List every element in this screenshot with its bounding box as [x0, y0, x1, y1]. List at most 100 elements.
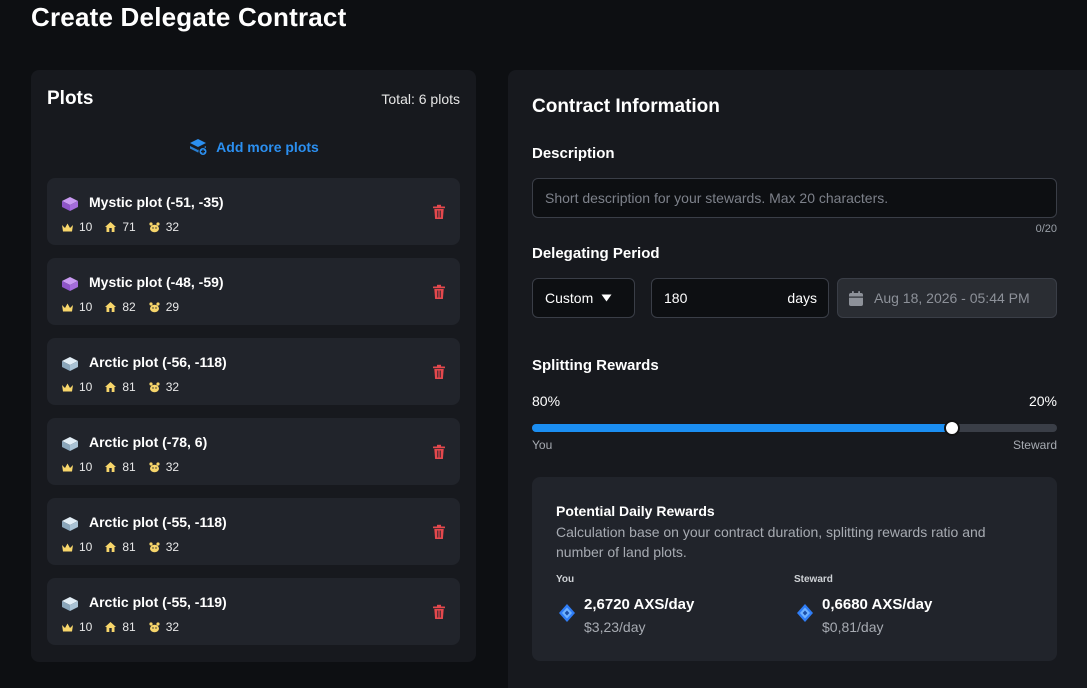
- house-icon: [105, 382, 117, 392]
- house-icon: [105, 622, 117, 632]
- plot-stat-level: 10: [79, 300, 93, 314]
- paw-icon: [149, 382, 160, 393]
- trash-icon[interactable]: [432, 204, 446, 220]
- mystic-plot-icon: [62, 197, 78, 211]
- end-date-field: Aug 18, 2026 - 05:44 PM: [837, 278, 1057, 318]
- crown-icon: [62, 623, 73, 631]
- plot-stats: 10 81 32: [61, 380, 191, 394]
- plots-title: Plots: [47, 88, 94, 109]
- house-icon: [105, 222, 117, 232]
- trash-icon[interactable]: [432, 364, 446, 380]
- plot-stat-level: 10: [79, 220, 93, 234]
- arctic-plot-icon: [62, 517, 78, 531]
- end-date-value: Aug 18, 2026 - 05:44 PM: [874, 290, 1030, 306]
- period-mode-value: Custom: [545, 290, 594, 306]
- plots-total: Total: 6 plots: [381, 91, 460, 107]
- plot-stats: 10 82 29: [61, 300, 191, 314]
- arctic-plot-icon: [62, 357, 78, 371]
- plot-stats: 10 71 32: [61, 220, 191, 234]
- splitting-rewards-label: Splitting Rewards: [532, 357, 659, 374]
- plot-name: Mystic plot (-51, -35): [89, 194, 224, 210]
- period-mode-select[interactable]: Custom: [532, 278, 635, 318]
- plot-stats: 10 81 32: [61, 620, 191, 634]
- plot-card[interactable]: Mystic plot (-48, -59) 10 82 29: [47, 258, 460, 325]
- plot-name: Arctic plot (-55, -119): [89, 594, 227, 610]
- plot-card[interactable]: Arctic plot (-55, -118) 10 81 32: [47, 498, 460, 565]
- potential-rewards-box: Potential Daily Rewards Calculation base…: [532, 477, 1057, 661]
- trash-icon[interactable]: [432, 444, 446, 460]
- plots-header: Plots Total: 6 plots: [47, 88, 460, 112]
- caret-down-icon: [601, 294, 612, 302]
- plot-stat-level: 10: [79, 380, 93, 394]
- plot-stat-creature: 32: [165, 540, 180, 554]
- mystic-plot-icon: [62, 277, 78, 291]
- crown-icon: [62, 543, 73, 551]
- plot-stat-house: 81: [122, 620, 136, 634]
- slider-you-label: You: [532, 438, 553, 452]
- plot-stat-creature: 32: [165, 460, 180, 474]
- plot-stat-creature: 32: [165, 220, 180, 234]
- plot-stats: 10 81 32: [61, 460, 191, 474]
- page-title: Create Delegate Contract: [31, 2, 347, 32]
- plot-name: Arctic plot (-78, 6): [89, 434, 208, 450]
- you-rewards-usd: $3,23/day: [584, 619, 646, 635]
- plot-stat-creature: 32: [165, 620, 180, 634]
- paw-icon: [149, 542, 160, 553]
- plot-stat-level: 10: [79, 460, 93, 474]
- plot-name: Mystic plot (-48, -59): [89, 274, 224, 290]
- plot-stat-house: 81: [122, 460, 136, 474]
- plot-card[interactable]: Arctic plot (-78, 6) 10 81 32: [47, 418, 460, 485]
- you-rewards-label: You: [556, 574, 575, 585]
- add-more-plots-label: Add more plots: [216, 139, 319, 155]
- plot-card[interactable]: Mystic plot (-51, -35) 10 71 32: [47, 178, 460, 245]
- plot-name: Arctic plot (-55, -118): [89, 514, 227, 530]
- rewards-description: Calculation base on your contract durati…: [556, 524, 986, 560]
- days-field[interactable]: days: [651, 278, 829, 318]
- days-input[interactable]: [652, 279, 782, 317]
- description-char-count: 0/20: [1035, 223, 1057, 235]
- split-slider-fill: [532, 424, 952, 432]
- house-icon: [105, 542, 117, 552]
- contract-title: Contract Information: [532, 96, 720, 117]
- trash-icon[interactable]: [432, 524, 446, 540]
- plot-stat-creature: 32: [165, 380, 180, 394]
- paw-icon: [149, 222, 160, 233]
- plot-name: Arctic plot (-56, -118): [89, 354, 227, 370]
- house-icon: [105, 462, 117, 472]
- description-input[interactable]: [532, 178, 1057, 218]
- plot-card[interactable]: Arctic plot (-56, -118) 10 81 32: [47, 338, 460, 405]
- you-percent: 80%: [532, 393, 561, 409]
- paw-icon: [149, 622, 160, 633]
- arctic-plot-icon: [62, 597, 78, 611]
- split-slider-track[interactable]: [532, 420, 1057, 436]
- split-slider-thumb[interactable]: [944, 420, 960, 436]
- contract-panel: Contract Information Description 0/20 De…: [508, 70, 1087, 688]
- you-rewards: You 2,6720 AXS/day $3,23/day: [556, 574, 694, 635]
- house-icon: [105, 302, 117, 312]
- trash-icon[interactable]: [432, 604, 446, 620]
- axs-token-icon: [797, 604, 813, 622]
- plots-panel: Plots Total: 6 plots Add more plots Myst…: [31, 70, 476, 662]
- paw-icon: [149, 462, 160, 473]
- you-rewards-amount: 2,6720 AXS/day: [584, 596, 695, 613]
- plot-stat-house: 82: [122, 300, 136, 314]
- rewards-title: Potential Daily Rewards: [556, 503, 715, 519]
- plot-stat-house: 81: [122, 540, 136, 554]
- add-more-plots-button[interactable]: Add more plots: [31, 136, 476, 158]
- crown-icon: [62, 463, 73, 471]
- plot-stat-house: 81: [122, 380, 136, 394]
- paw-icon: [149, 302, 160, 313]
- steward-rewards: Steward 0,6680 AXS/day $0,81/day: [794, 574, 932, 635]
- plot-card[interactable]: Arctic plot (-55, -119) 10 81 32: [47, 578, 460, 645]
- steward-rewards-label: Steward: [794, 574, 833, 585]
- crown-icon: [62, 223, 73, 231]
- calendar-icon: [849, 290, 863, 306]
- steward-rewards-amount: 0,6680 AXS/day: [822, 596, 933, 613]
- steward-rewards-usd: $0,81/day: [822, 619, 884, 635]
- trash-icon[interactable]: [432, 284, 446, 300]
- slider-steward-label: Steward: [1012, 438, 1057, 452]
- plot-stat-level: 10: [79, 620, 93, 634]
- axs-token-icon: [559, 604, 575, 622]
- description-label: Description: [532, 145, 615, 162]
- days-unit: days: [787, 290, 817, 306]
